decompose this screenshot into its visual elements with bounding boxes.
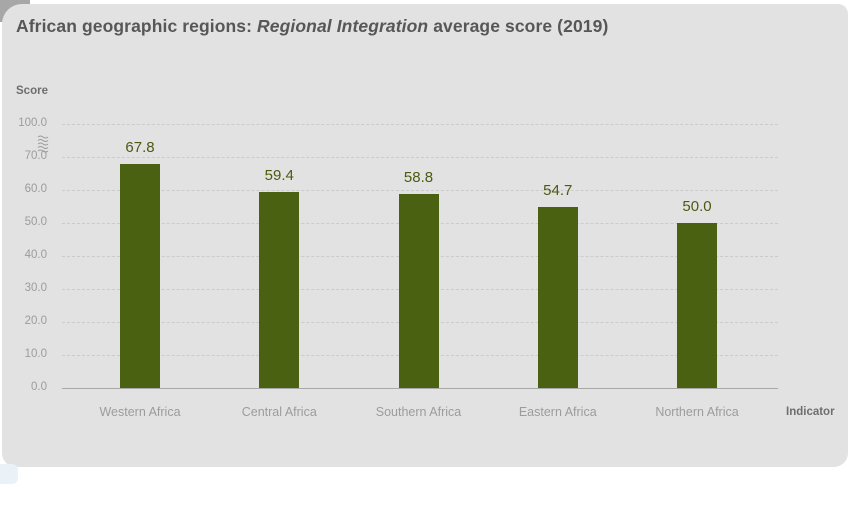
bar-value-label: 50.0 bbox=[682, 198, 712, 215]
x-axis-title: Indicator bbox=[786, 406, 835, 418]
chart-card: African geographic regions: Regional Int… bbox=[2, 4, 848, 467]
y-tick-label: 30.0 bbox=[24, 282, 47, 294]
bar-western-africa[interactable] bbox=[120, 164, 160, 388]
zero-baseline bbox=[62, 388, 778, 389]
chart-title-suffix: average score (2019) bbox=[428, 16, 609, 36]
y-tick-label: 60.0 bbox=[24, 183, 47, 195]
chart-title-italic: Regional Integration bbox=[257, 16, 429, 36]
gridline bbox=[62, 157, 778, 158]
axis-break-icon bbox=[37, 135, 49, 153]
category-label: Northern Africa bbox=[655, 405, 739, 419]
bar-southern-africa[interactable] bbox=[398, 193, 439, 388]
gridline bbox=[62, 190, 778, 191]
gridline bbox=[62, 124, 778, 125]
category-label: Southern Africa bbox=[375, 405, 462, 419]
y-tick-label: 70.0 bbox=[24, 150, 47, 162]
y-tick-label: 50.0 bbox=[24, 216, 47, 228]
bar-value-label: 58.8 bbox=[403, 168, 434, 186]
category-label: Eastern Africa bbox=[518, 405, 597, 419]
y-tick-label: 0.0 bbox=[31, 381, 47, 393]
bar-value-label: 67.8 bbox=[125, 139, 155, 157]
bar-central-africa[interactable] bbox=[259, 191, 300, 388]
bar-value-label: 54.7 bbox=[543, 182, 573, 200]
bar-eastern-africa[interactable] bbox=[537, 207, 578, 388]
bottom-left-artifact bbox=[0, 464, 18, 484]
chart-title-prefix: African geographic regions: bbox=[16, 16, 258, 36]
y-tick-label: 20.0 bbox=[24, 315, 47, 327]
y-tick-label: 10.0 bbox=[24, 348, 47, 360]
category-label: Central Africa bbox=[241, 405, 317, 419]
category-label: Western Africa bbox=[99, 405, 181, 419]
y-tick-label: 40.0 bbox=[24, 249, 47, 261]
chart-title: African geographic regions: Regional Int… bbox=[16, 16, 608, 37]
y-axis-title: Score bbox=[16, 85, 48, 97]
bar-northern-africa[interactable] bbox=[677, 223, 717, 388]
y-tick-label: 100.0 bbox=[18, 117, 47, 129]
bar-value-label: 59.4 bbox=[264, 166, 294, 184]
